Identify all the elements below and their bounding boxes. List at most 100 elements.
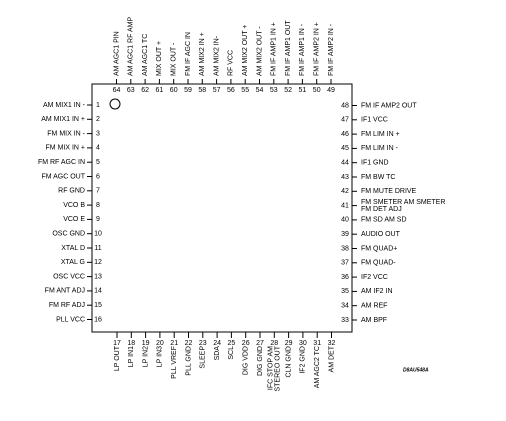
pin-number: 23 — [199, 340, 207, 347]
pin-label: FM QUAD+ — [361, 245, 397, 252]
pin-label: XTAL D — [61, 245, 85, 252]
pin-label: FM MIX IN + — [46, 145, 85, 152]
pin-number: 31 — [313, 340, 321, 347]
pin-label: FM SMETER AM SMETER — [361, 199, 445, 206]
pin-label: DIG VDD — [243, 346, 250, 375]
pin-number: 57 — [213, 87, 221, 94]
pin-number: 9 — [96, 216, 100, 223]
pin-label: XTAL G — [61, 259, 85, 266]
pin-label: RF VCC — [228, 50, 235, 76]
pin-label: AM AGC2 TC — [314, 346, 321, 388]
pin-label: AM AGC1 RF AMP — [128, 17, 135, 76]
pin-number: 19 — [142, 340, 150, 347]
pin-number: 39 — [341, 231, 349, 238]
pin-number: 20 — [156, 340, 164, 347]
pin-label: FM LIM IN - — [361, 145, 399, 152]
pin-label: FM RF AGC IN — [38, 159, 85, 166]
pin-number: 54 — [256, 87, 264, 94]
pin-number: 42 — [341, 188, 349, 195]
pin-label: LP IN1 — [128, 346, 135, 367]
pin-label: AM AGC1 TC — [142, 34, 149, 76]
pin-number: 40 — [341, 217, 349, 224]
pin-label: PLL VCC — [56, 316, 85, 323]
pin-number: 11 — [94, 245, 101, 252]
pin-label: VCO E — [63, 216, 85, 223]
pin-label: IFC STOP AM — [268, 346, 275, 390]
pin-label: FM DET ADJ — [361, 206, 402, 213]
pin-number: 16 — [94, 316, 102, 323]
pin-label: FM AGC OUT — [41, 173, 85, 180]
pin-number: 29 — [285, 340, 293, 347]
pin-number: 15 — [94, 302, 102, 309]
pin-number: 51 — [299, 87, 307, 94]
pin-number: 47 — [341, 117, 349, 124]
pin-number: 34 — [341, 303, 349, 310]
pin-number: 52 — [284, 87, 292, 94]
pin-number: 7 — [96, 188, 100, 195]
pin-label: IF2 GND — [300, 346, 307, 374]
pin-number: 53 — [270, 87, 278, 94]
pin-number: 48 — [341, 102, 349, 109]
pin-label: FM BW TC — [361, 174, 395, 181]
pin-label: SDA — [214, 346, 221, 361]
pin-number: 17 — [113, 340, 121, 347]
pin-number: 18 — [127, 340, 135, 347]
pin-label: LP IN3 — [157, 346, 164, 367]
pin-label: FM MUTE DRIVE — [361, 188, 417, 195]
pin-number: 36 — [341, 274, 349, 281]
pin-label: SCL — [228, 346, 235, 360]
pin-number: 13 — [94, 273, 102, 280]
pin-number: 1 — [96, 102, 100, 109]
pin-label: FM IF AMP1 IN + — [271, 22, 278, 76]
pin-label: AM REF — [361, 303, 387, 310]
pin-label: IF1 GND — [361, 160, 389, 167]
pin-label: MIX OUT - — [171, 42, 178, 76]
pin-label: FM IF AGC IN — [185, 32, 192, 76]
pin-label: PLL VREF — [171, 346, 178, 379]
pin-number: 5 — [96, 159, 100, 166]
pin-label: FM ANT ADJ — [45, 288, 85, 295]
pin-label: FM IF AMP2 IN - — [328, 23, 335, 76]
pin-number: 33 — [341, 317, 349, 324]
pin-label: RF GND — [58, 188, 85, 195]
pin-number: 45 — [341, 145, 349, 152]
pin-label: AM DET — [328, 345, 335, 372]
pin-number: 6 — [96, 173, 100, 180]
pin-number: 49 — [327, 87, 335, 94]
pin-number: 64 — [113, 87, 121, 94]
figure-id: D8AU548A — [403, 367, 429, 373]
pin-number: 60 — [170, 87, 178, 94]
pin-number: 10 — [94, 231, 102, 238]
pin-number: 25 — [228, 340, 236, 347]
pin-label: PLL GND — [185, 346, 192, 376]
pin-number: 32 — [328, 340, 336, 347]
pin-number: 30 — [299, 340, 307, 347]
pin-number: 62 — [141, 87, 149, 94]
pin-label: OSC GND — [52, 231, 85, 238]
pin-label: AM BPF — [361, 317, 387, 324]
pin-label: IF2 VCC — [361, 274, 388, 281]
pin-label: DIG GND — [257, 346, 264, 376]
pin-label: AM MIX1 IN + — [41, 116, 85, 123]
pin-number: 46 — [341, 131, 349, 138]
pin-number: 58 — [198, 87, 206, 94]
pin-number: 41 — [341, 202, 349, 209]
pin-label: FM MIX IN - — [47, 130, 85, 137]
pin-label: FM SD AM SD — [361, 217, 407, 224]
pin-label: FM IF AMP1 IN - — [299, 23, 306, 76]
pin-label: LP OUT — [114, 345, 121, 371]
pin-number: 27 — [256, 340, 264, 347]
pin-number: 38 — [341, 245, 349, 252]
pin-number: 50 — [313, 87, 321, 94]
package-body — [91, 83, 353, 333]
pin-number: 24 — [213, 340, 221, 347]
pin1-marker — [109, 98, 121, 110]
pin-number: 55 — [241, 87, 249, 94]
pin-label: AM MIX2 IN + — [199, 32, 206, 76]
pin-number: 28 — [270, 340, 278, 347]
pin-number: 3 — [96, 130, 100, 137]
pin-label: FM QUAD- — [361, 260, 396, 267]
pin-number: 56 — [227, 87, 235, 94]
pin-number: 4 — [96, 145, 100, 152]
